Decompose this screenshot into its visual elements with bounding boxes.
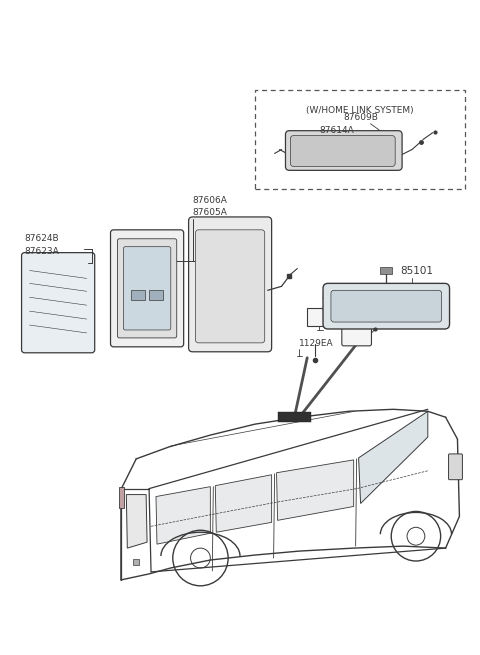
FancyBboxPatch shape (448, 454, 462, 479)
FancyBboxPatch shape (123, 247, 171, 330)
Bar (131, 290, 145, 300)
Text: 82315A: 82315A (371, 307, 405, 316)
Text: 87660D: 87660D (321, 293, 357, 302)
Text: 87609B: 87609B (344, 113, 379, 122)
Text: 1129EA: 1129EA (300, 339, 334, 348)
Bar (277, 412, 311, 422)
FancyBboxPatch shape (118, 239, 177, 338)
Polygon shape (216, 475, 272, 533)
Text: (W/HOME LINK SYSTEM): (W/HOME LINK SYSTEM) (306, 106, 414, 115)
FancyBboxPatch shape (342, 314, 372, 346)
Polygon shape (126, 495, 147, 548)
Polygon shape (359, 411, 428, 504)
Text: 87624B: 87624B (24, 234, 59, 243)
FancyBboxPatch shape (331, 290, 442, 322)
FancyBboxPatch shape (290, 136, 395, 166)
Text: 87605A: 87605A (192, 208, 228, 217)
FancyBboxPatch shape (195, 230, 264, 343)
Bar (149, 290, 163, 300)
Text: 87606A: 87606A (192, 196, 228, 205)
Text: 87623A: 87623A (24, 247, 59, 255)
Text: 85101: 85101 (400, 267, 433, 276)
Polygon shape (276, 460, 354, 520)
FancyBboxPatch shape (110, 230, 184, 347)
Bar (380, 267, 392, 274)
Bar (255, 90, 466, 189)
Text: 87650V: 87650V (321, 305, 356, 314)
Text: 87614A: 87614A (319, 126, 354, 135)
FancyBboxPatch shape (323, 284, 450, 329)
FancyBboxPatch shape (189, 217, 272, 352)
Polygon shape (156, 487, 210, 544)
FancyBboxPatch shape (22, 253, 95, 353)
Bar (307, 308, 323, 326)
FancyBboxPatch shape (286, 131, 402, 170)
Bar (120, 487, 124, 508)
